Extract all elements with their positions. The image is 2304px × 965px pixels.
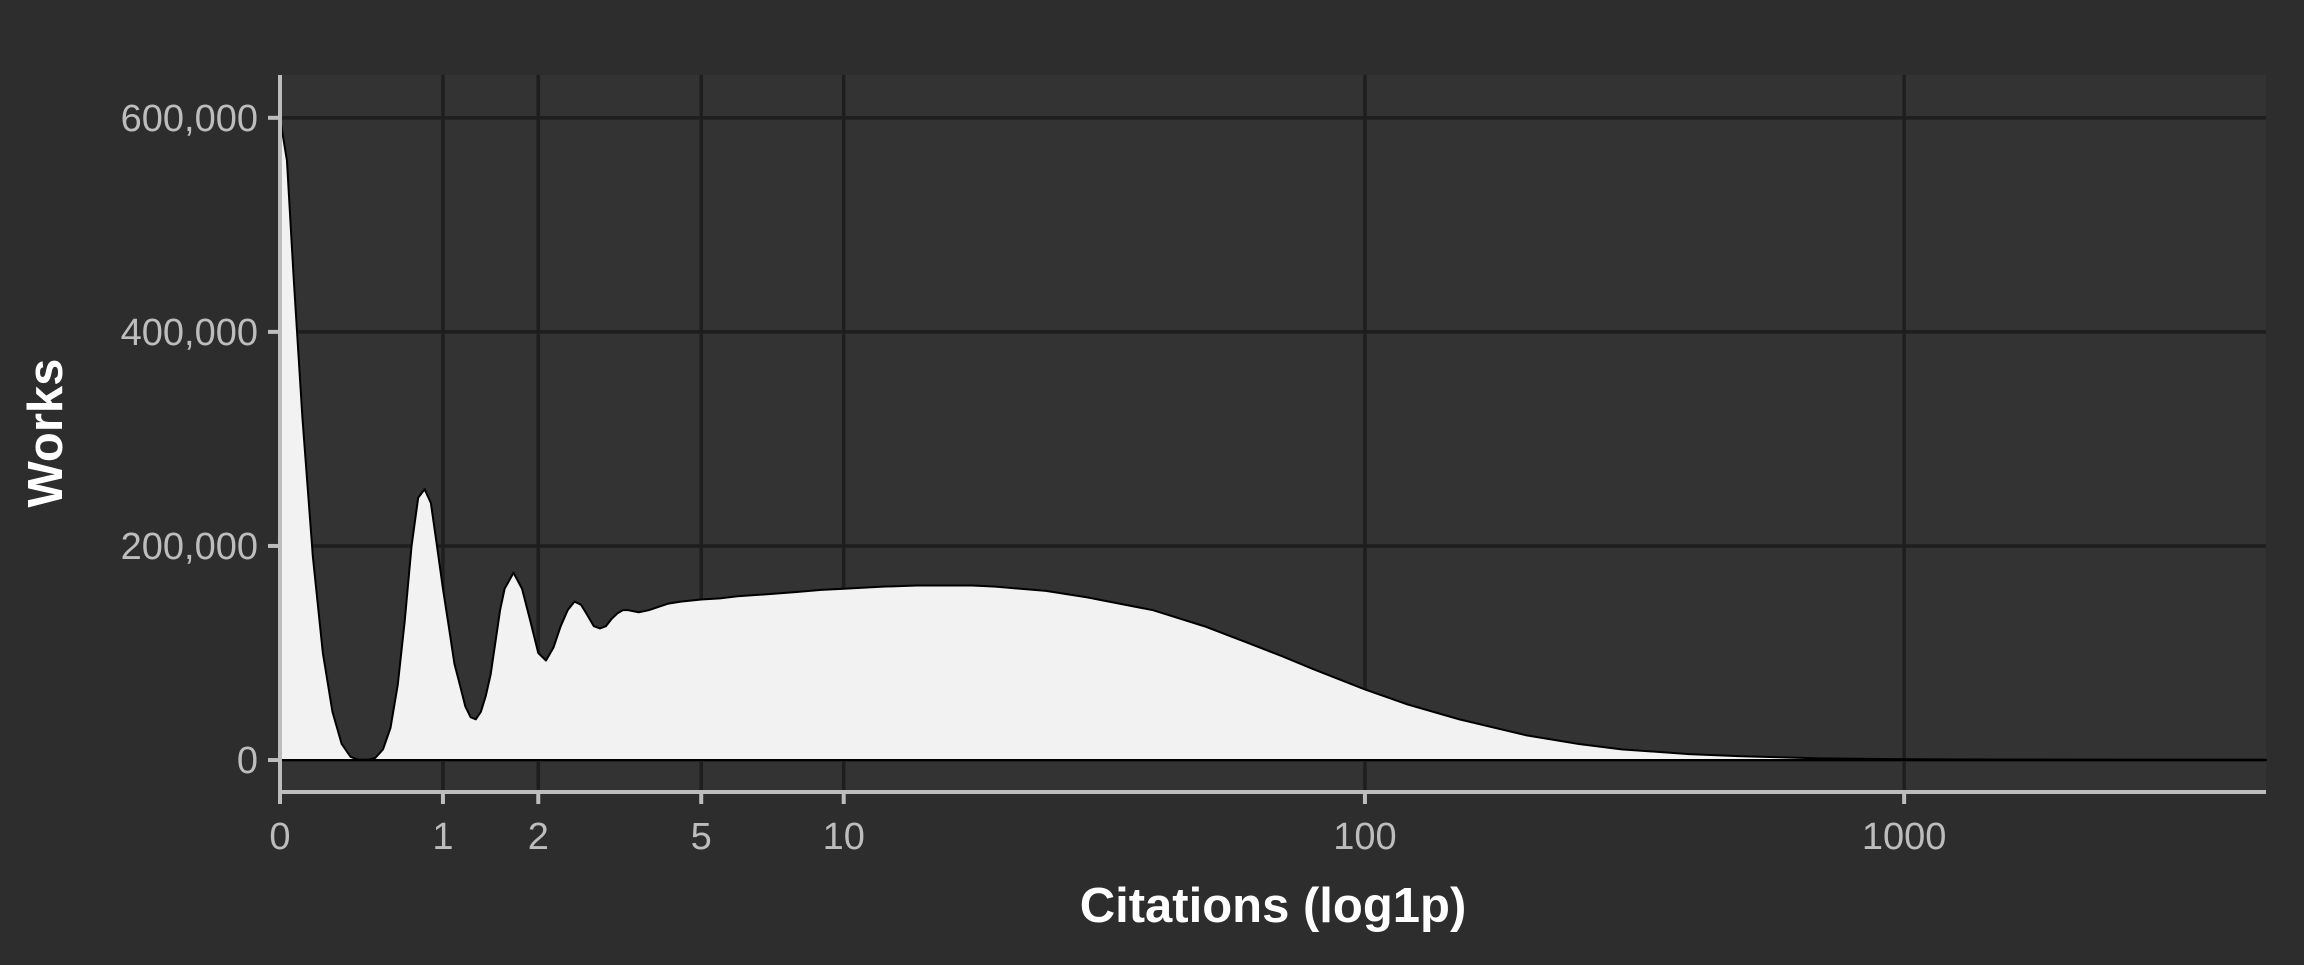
x-tick-label-1000: 1000 — [1862, 816, 1947, 858]
y-tick-label-600000: 600,000 — [121, 98, 258, 140]
y-tick-label-400000: 400,000 — [121, 312, 258, 354]
x-tick-label-2: 2 — [528, 816, 549, 858]
density-series — [279, 116, 2267, 762]
x-tick-label-100: 100 — [1333, 816, 1396, 858]
density-area-0 — [279, 116, 2267, 762]
x-tick-label-0: 0 — [269, 816, 290, 858]
x-tick-label-5: 5 — [691, 816, 712, 858]
y-tick-label-0: 0 — [237, 740, 258, 782]
y-tick-label-200000: 200,000 — [121, 526, 258, 568]
x-axis-title: Citations (log1p) — [1080, 879, 1467, 933]
x-tick-label-1: 1 — [432, 816, 453, 858]
x-tick-label-10: 10 — [823, 816, 865, 858]
axis-ticks: 0 1 2 5 10 100 1000 0 200,000 400,000 600,000 — [121, 98, 1947, 858]
y-axis-title: Works — [19, 359, 73, 508]
